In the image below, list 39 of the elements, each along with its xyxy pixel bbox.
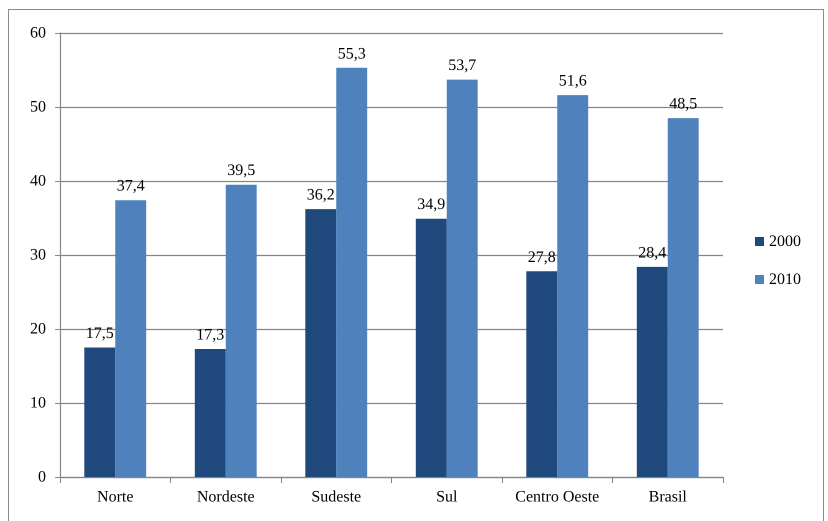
bar [416, 218, 447, 477]
data-label: 48,5 [669, 96, 698, 113]
data-label: 36,2 [306, 186, 335, 204]
data-label: 27,8 [528, 248, 556, 266]
bar [668, 118, 699, 477]
data-label: 37,4 [116, 178, 145, 195]
y-tick-label: 20 [30, 320, 46, 338]
x-tick-label: Sul [436, 488, 458, 506]
bar [226, 184, 257, 477]
bar [636, 266, 668, 477]
bar [557, 95, 588, 477]
x-tick-label: Brasil [648, 488, 688, 506]
data-label: 34,9 [417, 196, 446, 214]
data-label: 39,5 [227, 162, 256, 180]
x-tick-label: Nordeste [196, 488, 255, 506]
bar [526, 271, 558, 477]
data-label: 55,3 [338, 45, 366, 62]
y-tick-label: 50 [30, 98, 46, 116]
legend-label: 2010 [769, 271, 801, 288]
y-tick-label: 0 [38, 468, 46, 486]
data-label: 28,4 [638, 244, 666, 262]
x-tick-label: Norte [97, 488, 134, 506]
data-label: 17,3 [196, 326, 224, 344]
x-tick-label: Sudeste [311, 488, 362, 506]
data-label: 51,6 [558, 72, 587, 90]
y-tick-label: 60 [30, 24, 46, 42]
legend-label: 2000 [769, 233, 801, 250]
data-label: 53,7 [448, 57, 476, 74]
y-tick-label: 10 [30, 394, 46, 412]
bar [336, 68, 368, 477]
bar [194, 348, 226, 477]
bar [446, 80, 478, 477]
bar [115, 200, 146, 477]
data-label: 17,5 [86, 325, 114, 342]
bar [305, 209, 336, 477]
y-tick-label: 30 [30, 246, 46, 264]
y-tick-label: 40 [30, 172, 46, 190]
x-tick-label: Centro Oeste [515, 488, 600, 506]
bar [84, 348, 116, 477]
